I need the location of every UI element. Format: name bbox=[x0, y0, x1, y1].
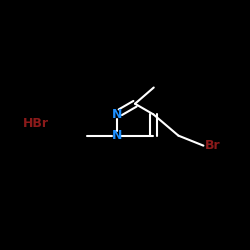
Text: N: N bbox=[112, 108, 122, 121]
Text: N: N bbox=[112, 129, 122, 142]
Text: Br: Br bbox=[205, 139, 220, 152]
Text: HBr: HBr bbox=[23, 117, 49, 130]
